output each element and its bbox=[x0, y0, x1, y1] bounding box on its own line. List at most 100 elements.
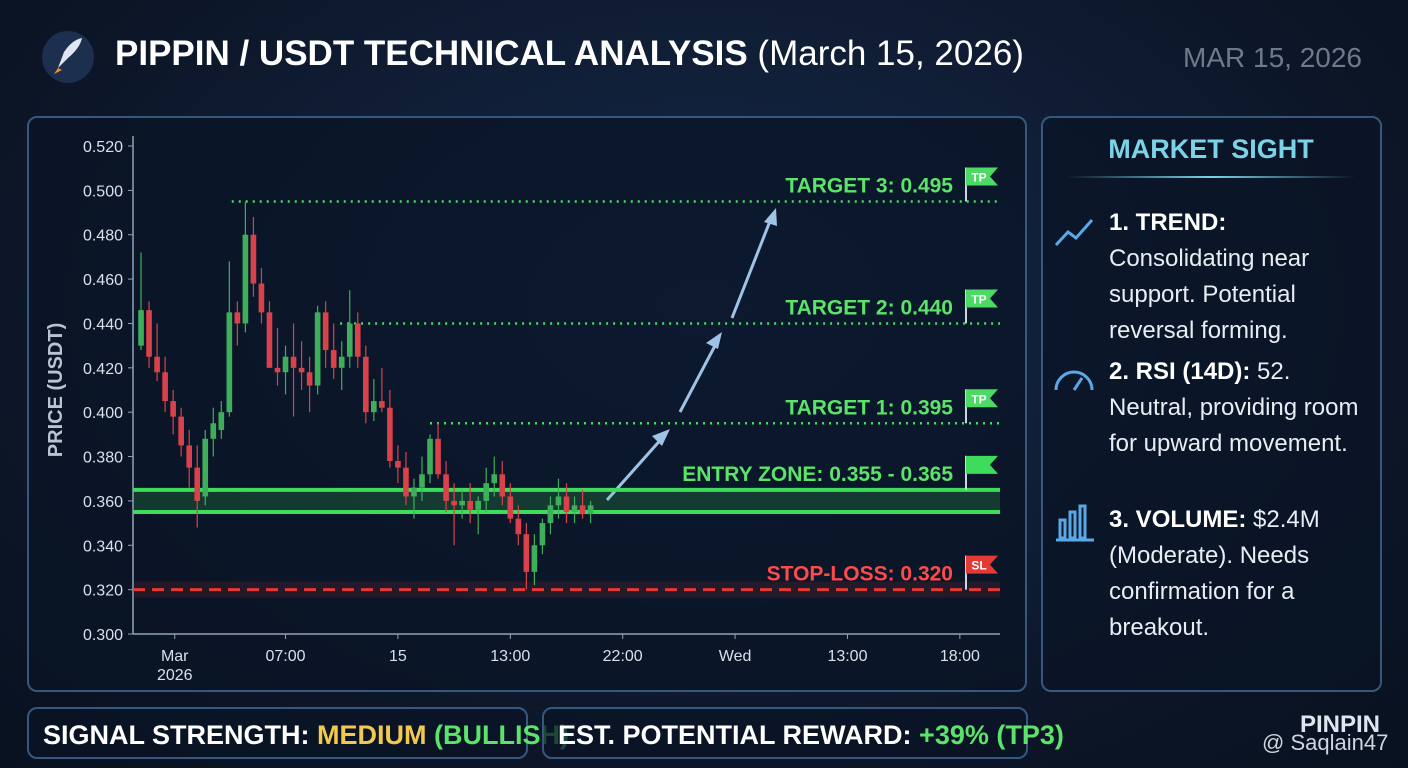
candle-body bbox=[338, 356, 345, 368]
candle-body bbox=[346, 323, 353, 357]
candle-body bbox=[427, 438, 433, 475]
line-icons bbox=[1054, 219, 1094, 542]
flag-text: TP bbox=[971, 292, 986, 306]
level-label: ENTRY ZONE: 0.355 - 0.365 bbox=[682, 463, 953, 486]
candle-body bbox=[354, 323, 361, 357]
panel-rule bbox=[1066, 176, 1356, 178]
candle-body bbox=[218, 412, 225, 430]
candle-body bbox=[483, 483, 490, 501]
y-tick-label: 0.400 bbox=[83, 405, 123, 422]
stop-glow bbox=[133, 581, 1000, 598]
candle-body bbox=[306, 372, 313, 386]
flag bbox=[966, 167, 998, 186]
arrow-heads bbox=[652, 208, 777, 446]
candle-body bbox=[539, 523, 546, 546]
candle-body bbox=[146, 310, 152, 357]
rocket-icon bbox=[58, 38, 82, 68]
y-tick-label: 0.420 bbox=[83, 361, 123, 378]
candle-body bbox=[274, 367, 281, 373]
candle-body bbox=[178, 416, 184, 446]
insight-text: 52. Neutral, providing room for upward m… bbox=[1109, 358, 1359, 457]
candle-body bbox=[491, 474, 498, 484]
level-label: TARGET 1: 0.395 bbox=[785, 396, 953, 419]
insight: 1. TREND: Consolidating near support. Po… bbox=[1109, 205, 1377, 349]
y-tick-label: 0.480 bbox=[83, 228, 123, 245]
candle-body bbox=[162, 372, 168, 402]
title: PIPPIN / USDT TECHNICAL ANALYSIS (March … bbox=[115, 34, 1024, 74]
x-tick-label: 15 bbox=[389, 648, 407, 665]
candle-body bbox=[322, 312, 329, 351]
candle-body bbox=[507, 496, 514, 519]
insight-lead: 2. RSI (14D): bbox=[1109, 358, 1251, 385]
date: MAR 15, 2026 bbox=[1183, 42, 1362, 73]
candle-body bbox=[210, 423, 217, 439]
candle-body bbox=[154, 356, 160, 373]
flag-text: SL bbox=[971, 559, 986, 573]
candle-body bbox=[186, 445, 193, 468]
candle-body bbox=[379, 401, 385, 408]
candle-body bbox=[579, 505, 586, 515]
insight: 3. VOLUME: $2.4M (Moderate). Needs confi… bbox=[1109, 502, 1377, 646]
rocket-flame bbox=[54, 68, 62, 74]
candle-body bbox=[314, 312, 321, 386]
candle-body bbox=[451, 500, 457, 506]
candle-body bbox=[443, 474, 449, 501]
flag bbox=[966, 289, 998, 308]
y-tick-label: 0.380 bbox=[83, 450, 123, 467]
flag-text: TP bbox=[971, 392, 986, 406]
y-axis-title: PRICE (USDT) bbox=[45, 323, 67, 457]
candle-body bbox=[531, 545, 538, 572]
level-label: STOP-LOSS: 0.320 bbox=[767, 563, 953, 586]
candle-body bbox=[266, 312, 273, 368]
candle-body bbox=[419, 474, 425, 488]
candle-body bbox=[467, 500, 473, 510]
candle-body bbox=[387, 407, 393, 461]
signal-box: SIGNAL STRENGTH: MEDIUM (BULLISH) bbox=[27, 707, 569, 759]
insight-text: Consolidating near support. Potential re… bbox=[1109, 245, 1310, 344]
y-tick-label: 0.300 bbox=[83, 627, 123, 644]
candle-body bbox=[362, 356, 369, 413]
candle-body bbox=[571, 505, 578, 512]
x-tick-label: Mar 2026 bbox=[157, 648, 193, 684]
insight-lead: 1. TREND: bbox=[1109, 209, 1227, 236]
candle-body bbox=[499, 474, 506, 497]
candle-body bbox=[290, 356, 297, 368]
candle-body bbox=[250, 234, 257, 284]
insight-text: $2.4M (Moderate). Needs confirmation for… bbox=[1109, 506, 1320, 641]
y-tick-label: 0.440 bbox=[83, 316, 123, 333]
y-tick-label: 0.340 bbox=[83, 538, 123, 555]
insight-lead: 3. VOLUME: bbox=[1109, 506, 1247, 533]
candle-body bbox=[282, 356, 289, 373]
candle-body bbox=[202, 438, 209, 497]
x-tick-label: 18:00 bbox=[940, 648, 980, 665]
title-date: (March 15, 2026) bbox=[757, 34, 1024, 73]
candle-body bbox=[403, 467, 409, 497]
y-tick-label: 0.500 bbox=[83, 183, 123, 200]
level-label: TARGET 3: 0.495 bbox=[785, 174, 953, 197]
x-tick-label: 07:00 bbox=[266, 648, 306, 665]
insight: 2. RSI (14D): 52. Neutral, providing roo… bbox=[1109, 354, 1377, 462]
signal-label: SIGNAL STRENGTH: bbox=[43, 720, 310, 750]
watermark-handle: @ Saqlain47 bbox=[1262, 730, 1388, 755]
candle-body bbox=[194, 467, 201, 501]
reward-box: EST. POTENTIAL REWARD: +39% (TP3) bbox=[542, 707, 1064, 759]
candle-body bbox=[563, 496, 570, 512]
y-tick-label: 0.520 bbox=[83, 139, 123, 156]
candle-body bbox=[242, 234, 249, 324]
candle-body bbox=[234, 312, 241, 324]
x-tick-label: 22:00 bbox=[603, 648, 643, 665]
candle-body bbox=[298, 367, 305, 373]
reward-label: EST. POTENTIAL REWARD: bbox=[558, 720, 912, 750]
x-tick-label: Wed bbox=[719, 648, 752, 665]
title-main: PIPPIN / USDT TECHNICAL ANALYSIS bbox=[115, 34, 748, 73]
candle-body bbox=[258, 283, 265, 313]
y-tick-label: 0.360 bbox=[83, 494, 123, 511]
candle-body bbox=[459, 500, 465, 506]
level-label: TARGET 2: 0.440 bbox=[785, 296, 953, 319]
candle-body bbox=[555, 496, 562, 506]
projection-arrows bbox=[605, 215, 774, 501]
candle-body bbox=[226, 312, 233, 413]
y-tick-label: 0.320 bbox=[83, 583, 123, 600]
